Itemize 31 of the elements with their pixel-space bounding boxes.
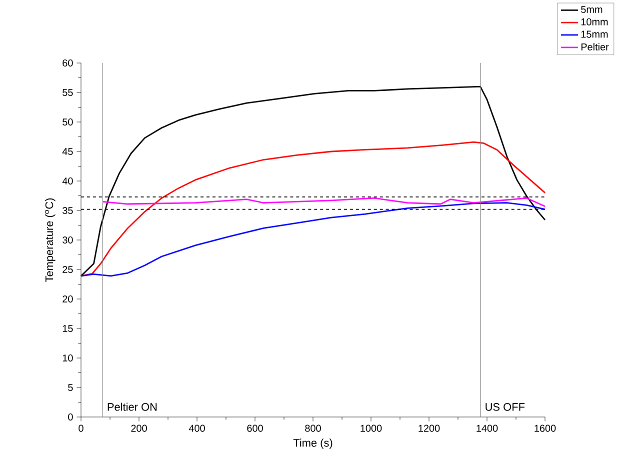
x-axis-title: Time (s): [293, 438, 332, 449]
x-tick-label: 800: [305, 424, 321, 432]
y-tick-label: 25: [62, 266, 73, 274]
legend-label: Peltier: [581, 43, 609, 50]
y-tick-label: 35: [62, 206, 73, 214]
y-tick-label: 40: [62, 177, 73, 185]
ref-line-label: Peltier ON: [108, 402, 157, 411]
line-series: [80, 202, 546, 277]
y-tick-label: 10: [62, 354, 73, 362]
legend-label: 10mm: [581, 18, 608, 26]
y-axis-title: Temperature ($^{o}$C): [44, 198, 56, 282]
legend-label: 5mm: [581, 6, 602, 13]
legend-label: 15mm: [581, 30, 608, 38]
y-tick-label: 60: [62, 59, 73, 67]
y-tick-label: 55: [62, 89, 73, 96]
y-tick-label: 45: [62, 148, 73, 155]
x-tick-label: 1600: [534, 424, 556, 432]
x-tick-label: 200: [131, 424, 147, 432]
ref-line-label: US OFF: [486, 403, 525, 411]
x-tick-label: 400: [188, 424, 205, 432]
y-tick-label: 15: [62, 325, 73, 332]
x-tick-label: 1200: [418, 424, 440, 432]
x-tick-label: 0: [78, 424, 84, 432]
y-tick-label: 50: [62, 118, 73, 126]
y-tick-label: 20: [62, 295, 73, 303]
x-tick-label: 600: [247, 424, 263, 432]
y-tick-label: 30: [62, 236, 73, 244]
x-tick-label: 1400: [476, 424, 498, 432]
y-tick-label: 5: [68, 384, 73, 391]
x-tick-label: 1000: [360, 424, 382, 432]
y-tick-label: 0: [68, 413, 73, 421]
